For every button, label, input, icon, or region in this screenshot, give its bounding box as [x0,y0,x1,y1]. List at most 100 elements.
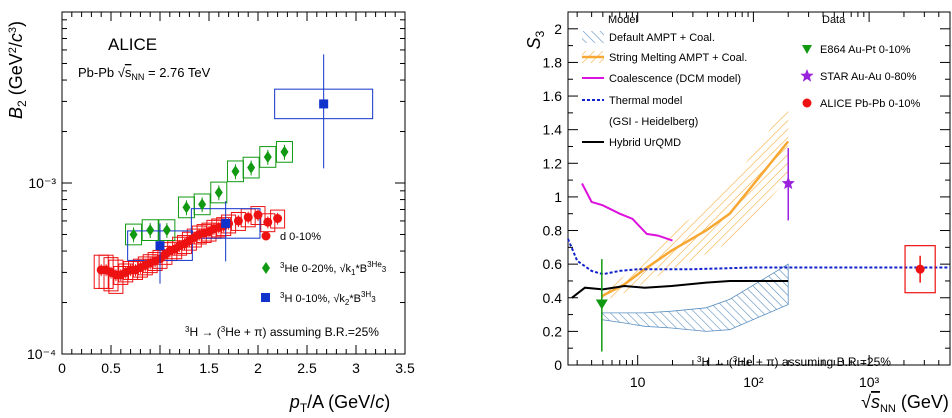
data-legend: Data E864 Au-Pt 0-10% STAR Au-Au 0-80% A… [800,14,920,110]
plot-frame [567,11,951,366]
legend-data-title: Data [822,14,846,26]
x-tick-label: 1 [156,360,164,376]
axis-ticks: 0 0.2 0.4 0.6 0.8 1 1.2 1.4 1.6 1.8 2 10 10² 10³ [543,11,951,390]
x-tick-label: 0 [58,360,66,376]
y-tick-label: 0.8 [543,223,563,239]
y-axis-label: S3 [524,30,547,49]
star-point [781,176,795,190]
helium3-point [182,201,191,214]
x-axis-label: √sNN (GeV) [861,392,949,415]
string-melting-line [601,140,790,298]
helium3-sys-box [125,223,143,246]
alice-point [915,264,925,274]
legend-label-string-melting: String Melting AMPT + Coal. [609,52,747,64]
y-tick-label: 0.4 [543,290,563,306]
y-tick-label: 10⁻⁴ [27,346,56,362]
legend-label-star: STAR Au-Au 0-80% [820,71,917,83]
legend-label-default-ampt: Default AMPT + Coal. [609,32,715,44]
x-tick-label: 10 [630,374,646,390]
deuteron-point [273,214,283,224]
x-tick-label: 10² [743,374,764,390]
y-axis-label: B2 (GeV2/c3) [6,21,29,119]
y-tick-label: 0.6 [543,256,563,272]
legend-marker-hypertriton [261,293,270,302]
thermal-line [567,238,950,276]
default-ampt-band [601,263,789,332]
y-tick-label: 1.4 [543,122,563,138]
legend-marker-star [800,69,814,82]
e864-point [595,299,608,310]
y-tick-label: 1.2 [543,155,563,171]
deuteron-point [253,210,263,220]
helium3-point [263,150,272,163]
helium3-point [198,198,207,211]
helium3-sys-box [259,146,277,168]
legend-swatch-default-ampt [582,31,604,43]
x-tick-label: 1.5 [199,360,219,376]
legend-label-deuteron: d 0-10% [280,231,321,243]
legend-model-title: Model [608,14,638,26]
x-tick-label: 0.5 [101,360,121,376]
deuteron-point [263,217,273,227]
legend-label-coalescence: Coalescence (DCM model) [609,73,741,85]
helium3-sys-box [242,156,260,179]
legend-label-hypertriton: 3H 0-10%, √k2*B3H3 [280,290,376,307]
model-lines [567,140,950,299]
legend-marker-alice [802,98,812,108]
helium3-point [146,224,155,237]
chart-title: ALICE [108,35,157,54]
helium3-point [162,224,171,237]
legend-label-thermal: Thermal model [609,95,682,107]
chart-subtitle: Pb-Pb √sNN = 2.76 TeV [78,65,211,82]
alice-sys-box [904,245,936,294]
x-tick-label: 2.5 [297,360,317,376]
legend-label-helium3: 3He 0-20%, √k1*B3He3 [280,260,387,277]
x-tick-label: 3 [352,360,360,376]
legend-marker-helium3 [262,262,270,274]
deuteron-sys-box [260,213,276,233]
y-tick-label: 10⁻³ [28,175,56,191]
deuteron-point [233,216,243,226]
y-tick-label: 1.6 [543,88,563,104]
x-tick-label: 10³ [859,374,880,390]
string-melting-band [601,104,789,302]
helium3-sys-box [275,141,293,163]
hypertriton-point [221,218,231,228]
x-tick-label: 3.5 [395,360,415,376]
helium3-sys-box [158,219,176,241]
legend-marker-deuteron [261,231,271,241]
axis-ticks: 0 0.5 1 1.5 2 2.5 3 3.5 10⁻⁴ 10⁻³ [27,12,415,376]
y-tick-label: 2 [554,21,562,37]
y-tick-label: 1 [554,189,562,205]
helium3-point [129,228,138,241]
hypertriton-point [319,99,329,109]
y-tick-label: 0 [554,357,562,373]
y-tick-label: 1.8 [543,54,563,70]
legend-label-alice: ALICE Pb-Pb 0-10% [820,98,920,110]
b2-chart: 0 0.5 1 1.5 2 2.5 3 3.5 10⁻⁴ 10⁻³ pT/A (GeV/c) B2… [6,11,415,415]
model-bands [601,104,789,332]
branching-ratio-note: 3H → (3He + π) assuming B.R.=25% [697,355,891,369]
hypertriton-point [155,241,165,251]
helium3-sys-box [141,219,159,241]
legend-label-thermal-gsi: (GSI - Heidelberg) [609,116,698,128]
legend-label-urqmd: Hybrid UrQMD [609,137,681,149]
model-legend: Model Default AMPT + Coal. String Meltin… [582,14,747,149]
helium3-point [247,161,256,174]
legend: d 0-10% 3He 0-20%, √k1*B3He3 3H 0-10%, √… [261,231,387,307]
data-points [595,148,936,352]
helium3-point [231,165,240,178]
helium3-sys-box [210,181,228,204]
y-tick-label: 0.2 [543,323,563,339]
x-axis-label: pT/A (GeV/c) [289,392,390,415]
legend-label-e864: E864 Au-Pt 0-10% [820,44,911,56]
branching-ratio-note: 3H → (3He + π) assuming B.R.=25% [185,325,379,339]
urqmd-line [571,280,789,299]
helium3-point [214,186,223,199]
legend-marker-e864 [802,45,812,54]
deuteron-point [243,212,253,222]
x-tick-label: 2 [254,360,262,376]
helium3-sys-box [193,193,211,216]
data-points [96,54,329,284]
